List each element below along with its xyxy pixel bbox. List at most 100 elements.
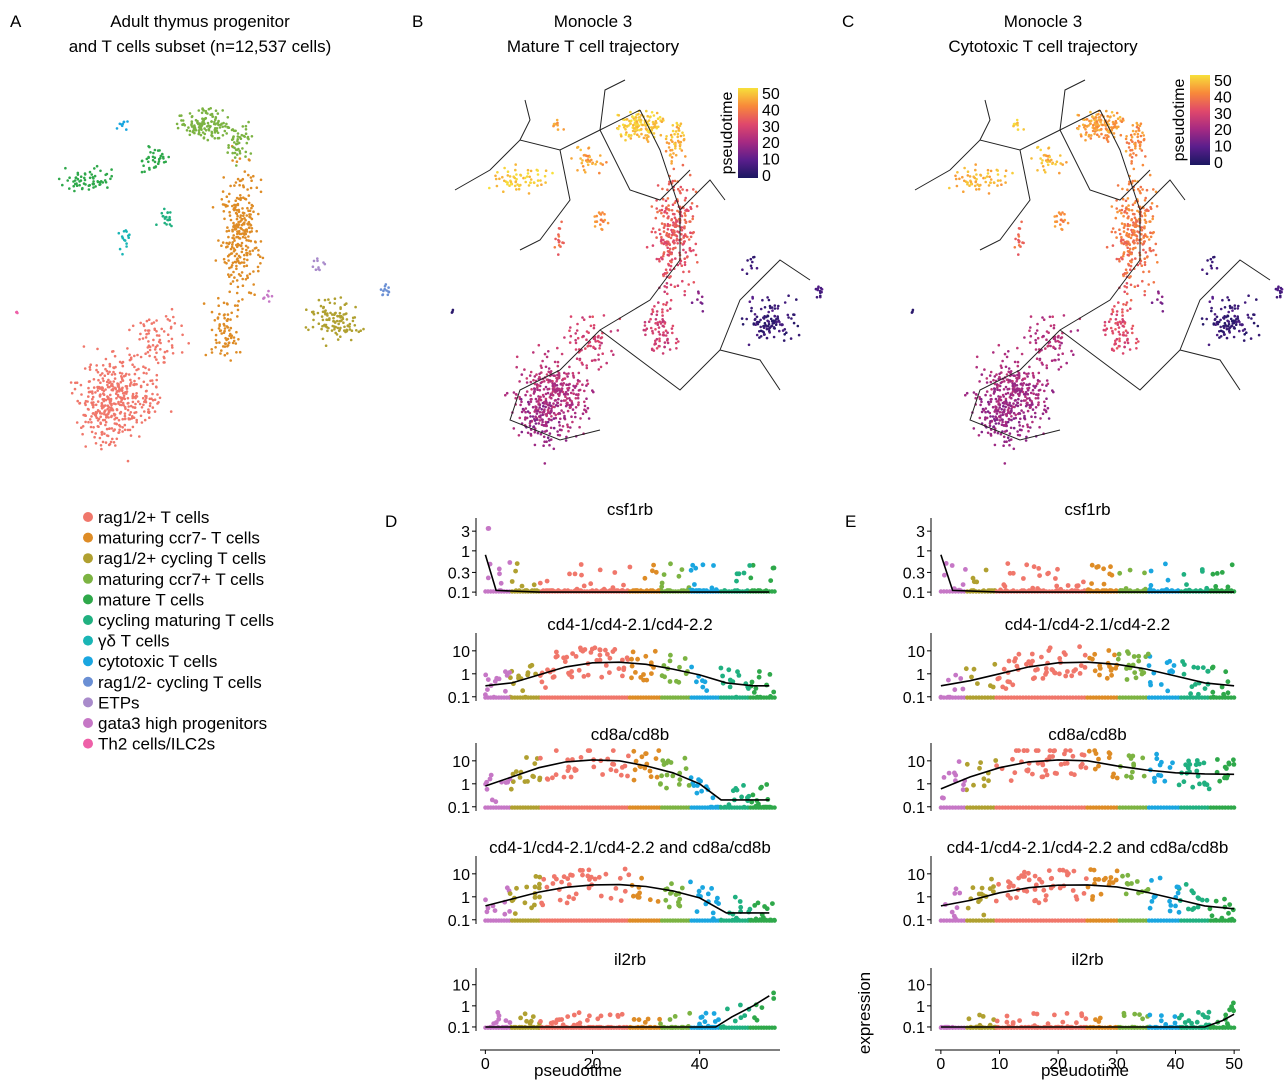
- cell-point: [1080, 134, 1083, 138]
- cell-point: [1002, 410, 1006, 414]
- cell-point: [213, 319, 217, 322]
- cell-point: [1029, 315, 1033, 318]
- cell-point: [766, 319, 769, 323]
- cell-point: [1114, 318, 1118, 321]
- cell-point: [750, 309, 753, 313]
- cell-point: [163, 217, 167, 220]
- cell-point: [1128, 242, 1131, 245]
- cell-point: [630, 119, 633, 123]
- cell-point: [687, 283, 690, 286]
- cell-point: [638, 128, 641, 132]
- cell-point: [147, 318, 151, 322]
- cell-point: [108, 408, 112, 412]
- cell-point: [223, 129, 227, 133]
- cell-point: [341, 317, 345, 321]
- expression-point: [622, 866, 628, 872]
- cell-point: [142, 164, 145, 167]
- cell-point: [655, 337, 659, 341]
- cell-point: [574, 397, 578, 400]
- trajectory-branch: [1059, 259, 1271, 391]
- cell-point: [236, 308, 240, 312]
- cell-point: [1036, 169, 1039, 172]
- cell-point: [1095, 120, 1099, 123]
- cell-point: [755, 321, 759, 325]
- cell-point: [1093, 121, 1097, 125]
- cell-point: [197, 109, 201, 112]
- cell-point: [1116, 321, 1119, 324]
- cell-point: [147, 340, 150, 343]
- cell-point: [1107, 320, 1111, 324]
- cell-point: [645, 109, 648, 113]
- cell-point: [69, 381, 73, 384]
- cell-point: [1004, 405, 1007, 409]
- cell-point: [138, 435, 141, 438]
- cell-point: [1140, 226, 1144, 229]
- cell-point: [167, 155, 170, 159]
- cell-point: [660, 235, 663, 239]
- expression-point: [629, 675, 634, 681]
- cell-point: [244, 244, 248, 248]
- cell-point: [978, 416, 982, 420]
- cell-point: [144, 400, 148, 404]
- cell-point: [1128, 208, 1131, 212]
- cell-point: [651, 120, 655, 124]
- cell-point: [1114, 216, 1118, 220]
- cell-point: [1005, 424, 1008, 428]
- cell-point: [1126, 228, 1130, 231]
- expression-point: [771, 565, 777, 571]
- cell-point: [216, 316, 220, 319]
- cell-point: [131, 400, 135, 404]
- cell-point: [333, 325, 336, 328]
- cell-point: [236, 285, 240, 289]
- cell-point: [558, 424, 561, 427]
- cell-point: [246, 251, 249, 255]
- expression-point: [768, 578, 774, 583]
- cell-point: [225, 132, 228, 135]
- cell-point: [78, 402, 81, 405]
- cell-point: [1126, 341, 1130, 345]
- cell-point: [540, 408, 543, 411]
- cell-point: [1023, 336, 1026, 339]
- expression-point: [613, 886, 619, 891]
- cell-point: [792, 321, 796, 325]
- cell-point: [672, 242, 676, 245]
- cell-point: [1241, 323, 1244, 327]
- cell-point: [99, 421, 102, 425]
- cell-point: [1017, 420, 1021, 424]
- expression-point: [676, 782, 682, 787]
- expression-point: [580, 868, 585, 873]
- expression-point: [621, 582, 626, 588]
- cell-point: [228, 241, 231, 244]
- cell-point: [233, 260, 237, 264]
- cell-point: [1045, 338, 1048, 342]
- cell-point: [1121, 352, 1125, 355]
- cell-point: [362, 327, 365, 331]
- cell-point: [658, 228, 661, 231]
- cell-point: [113, 372, 117, 376]
- cell-point: [93, 167, 96, 170]
- cell-point: [1006, 411, 1010, 415]
- cell-point: [989, 400, 993, 404]
- cell-point: [112, 412, 116, 416]
- cell-point: [333, 328, 336, 331]
- cell-point: [234, 181, 238, 184]
- cell-point: [91, 403, 94, 407]
- cell-point: [656, 321, 659, 324]
- expression-point: [544, 884, 550, 890]
- cell-point: [105, 369, 109, 373]
- cell-point: [234, 227, 238, 231]
- cell-point: [651, 310, 655, 314]
- cell-point: [109, 177, 112, 181]
- cell-point: [767, 298, 771, 302]
- cell-point: [1225, 336, 1229, 340]
- cell-point: [216, 136, 220, 140]
- cell-point: [1047, 344, 1050, 347]
- cell-point: [142, 403, 145, 407]
- cell-point: [1115, 199, 1118, 202]
- cell-point: [137, 377, 141, 380]
- cell-point: [257, 269, 260, 273]
- cell-point: [557, 397, 560, 401]
- cell-point: [556, 364, 560, 368]
- cell-point: [674, 130, 678, 133]
- cell-point: [116, 395, 120, 398]
